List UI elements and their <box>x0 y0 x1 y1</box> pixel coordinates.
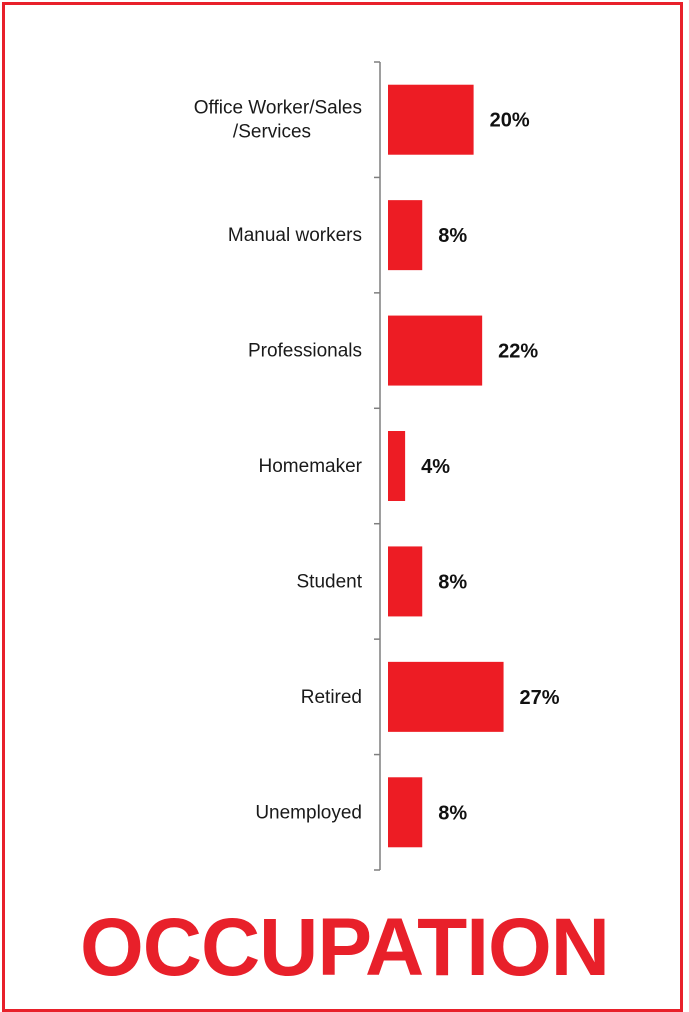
category-label: Manual workers <box>228 225 362 246</box>
bar-chart: 20% Office Worker/Sales/Services 8% Manual … <box>194 61 560 871</box>
bar <box>388 546 423 617</box>
data-label: 27% <box>520 687 560 709</box>
bar <box>388 315 483 386</box>
data-label: 8% <box>438 225 467 247</box>
category-label: Student <box>297 571 363 592</box>
data-label: 22% <box>498 341 538 363</box>
category-label: /Services <box>233 122 311 143</box>
bar <box>388 84 474 155</box>
data-label: 4% <box>421 456 450 478</box>
category-label: Homemaker <box>259 456 363 477</box>
page-title: OCCUPATION <box>79 902 610 993</box>
category-label: Professionals <box>248 341 362 362</box>
data-label: 8% <box>438 571 467 593</box>
bar <box>388 661 504 732</box>
data-label: 20% <box>490 110 530 132</box>
bar <box>388 431 406 501</box>
category-label: Retired <box>301 687 362 708</box>
bar <box>388 200 423 271</box>
bar <box>388 777 423 848</box>
data-label: 8% <box>438 802 467 824</box>
category-label: Unemployed <box>255 802 362 823</box>
category-label: Office Worker/Sales <box>194 98 362 119</box>
